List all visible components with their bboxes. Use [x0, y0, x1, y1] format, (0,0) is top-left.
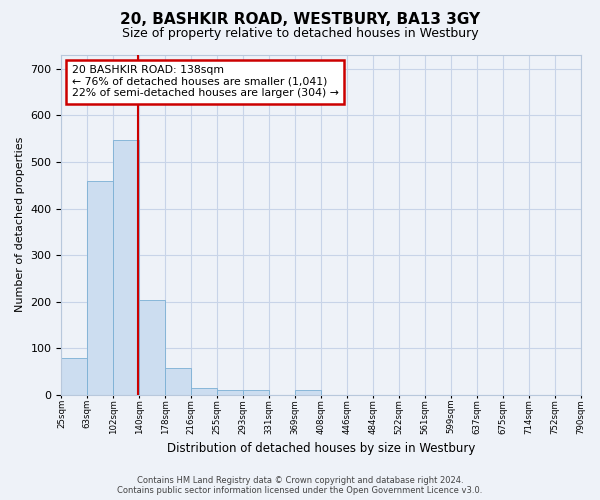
Text: 20 BASHKIR ROAD: 138sqm
← 76% of detached houses are smaller (1,041)
22% of semi: 20 BASHKIR ROAD: 138sqm ← 76% of detache…: [72, 65, 338, 98]
Text: 20, BASHKIR ROAD, WESTBURY, BA13 3GY: 20, BASHKIR ROAD, WESTBURY, BA13 3GY: [120, 12, 480, 28]
Bar: [217, 390, 243, 394]
Bar: [61, 358, 88, 394]
Bar: [243, 390, 269, 394]
Bar: [139, 300, 165, 394]
Bar: [88, 180, 113, 394]
Text: Size of property relative to detached houses in Westbury: Size of property relative to detached ho…: [122, 28, 478, 40]
Bar: [113, 140, 139, 394]
Bar: [165, 368, 191, 394]
Bar: [191, 388, 217, 394]
Bar: [295, 390, 321, 394]
Y-axis label: Number of detached properties: Number of detached properties: [15, 137, 25, 312]
Text: Contains HM Land Registry data © Crown copyright and database right 2024.
Contai: Contains HM Land Registry data © Crown c…: [118, 476, 482, 495]
X-axis label: Distribution of detached houses by size in Westbury: Distribution of detached houses by size …: [167, 442, 475, 455]
